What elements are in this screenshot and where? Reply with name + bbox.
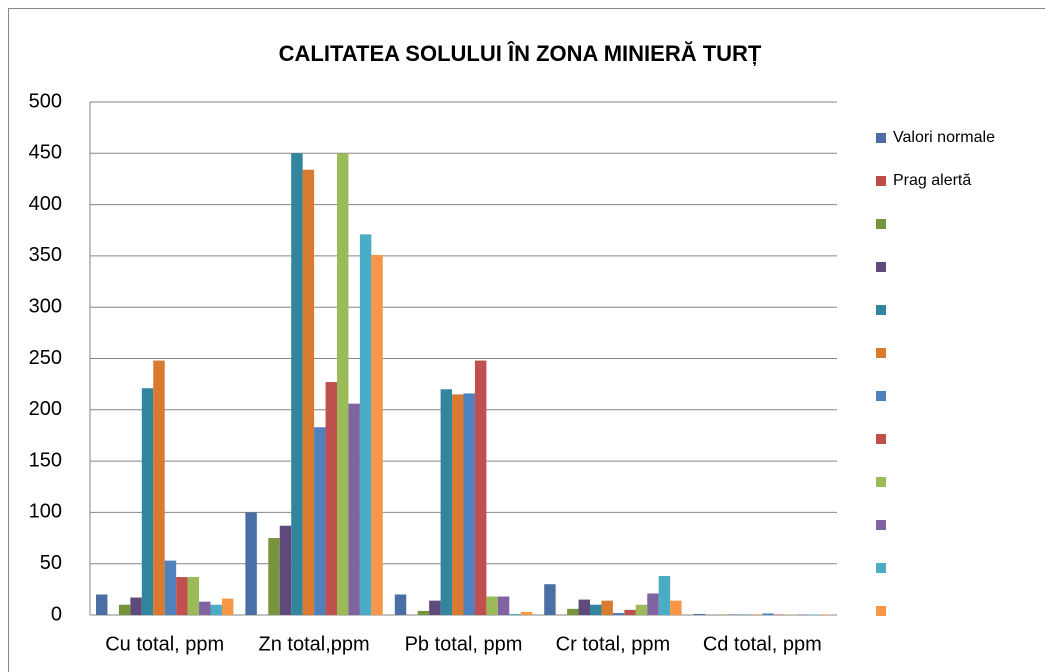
bar (497, 596, 510, 615)
bar (624, 609, 636, 615)
bar (578, 599, 590, 615)
bar (279, 525, 292, 615)
bar (359, 234, 372, 615)
bar (716, 614, 728, 615)
chart-frame (8, 8, 1045, 672)
bar (509, 613, 521, 615)
y-tick-label: 350 (29, 244, 62, 266)
legend-swatch (876, 133, 886, 143)
bar (693, 613, 706, 615)
legend-swatch (876, 606, 886, 616)
bar (337, 153, 349, 616)
bar (210, 604, 222, 615)
bar (187, 577, 200, 615)
bar (245, 512, 257, 615)
legend-swatch (876, 176, 886, 186)
bar (221, 598, 234, 615)
y-tick-label: 100 (29, 501, 62, 523)
bar (268, 538, 280, 615)
bar (601, 600, 613, 615)
bar (394, 594, 407, 615)
y-tick-label: 250 (29, 347, 62, 369)
bar (612, 612, 625, 615)
bar (762, 613, 774, 615)
bar (796, 614, 809, 615)
y-tick-label: 500 (29, 90, 62, 112)
bar (291, 153, 303, 616)
legend-swatch (876, 391, 886, 401)
bar (141, 388, 154, 615)
bar (429, 600, 441, 615)
bar (486, 596, 498, 615)
y-tick-label: 300 (29, 295, 62, 317)
legend-swatch (876, 305, 886, 315)
y-tick-label: 0 (51, 603, 62, 625)
bar (773, 614, 786, 615)
bar (302, 169, 315, 615)
bar (371, 254, 383, 615)
bar (463, 393, 475, 615)
bar (417, 610, 430, 615)
bar (199, 601, 211, 615)
bar (118, 604, 131, 615)
bar (658, 576, 671, 615)
bar (635, 604, 648, 615)
legend-swatch (876, 563, 886, 573)
y-tick-label: 150 (29, 449, 62, 471)
bar (750, 614, 763, 615)
legend-swatch (876, 434, 886, 444)
bar (544, 584, 556, 615)
bar (590, 604, 602, 615)
bar (739, 614, 751, 615)
x-tick-label: Cr total, ppm (556, 633, 670, 655)
bar (567, 608, 579, 615)
bar (670, 600, 682, 615)
y-tick-label: 400 (29, 193, 62, 215)
y-tick-label: 450 (29, 142, 62, 164)
y-tick-label: 200 (29, 398, 62, 420)
bar (164, 560, 177, 615)
bar (176, 577, 188, 615)
x-tick-label: Pb total, ppm (405, 633, 523, 655)
bar (520, 611, 533, 615)
legend-label: Valori normale (893, 129, 995, 146)
y-tick-label: 50 (40, 552, 62, 574)
bar (819, 614, 831, 615)
bar (440, 389, 453, 615)
legend-swatch (876, 348, 886, 358)
legend-swatch (876, 477, 886, 487)
bar (647, 593, 659, 615)
legend-label: Prag alertă (893, 172, 971, 189)
bar (348, 403, 360, 615)
legend-swatch (876, 262, 886, 272)
bar (452, 394, 464, 615)
bar (153, 360, 165, 615)
bar (325, 382, 337, 615)
bar (785, 614, 797, 615)
bar (314, 427, 326, 615)
x-tick-label: Cd total, ppm (703, 633, 822, 655)
legend-swatch (876, 520, 886, 530)
bar (130, 597, 142, 615)
x-tick-label: Zn total,ppm (259, 633, 370, 655)
bar (808, 614, 820, 615)
legend-swatch (876, 219, 886, 229)
bar (96, 594, 108, 615)
bar (727, 614, 740, 615)
bar (474, 360, 487, 615)
x-tick-label: Cu total, ppm (105, 633, 224, 655)
chart-title: CALITATEA SOLULUI ÎN ZONA MINIERĂ TURȚ (279, 41, 762, 66)
